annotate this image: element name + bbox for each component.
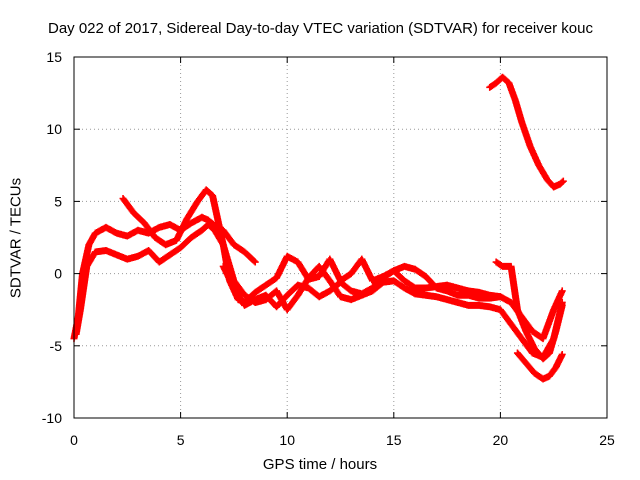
y-tick-label: -5: [50, 338, 63, 354]
x-axis-label: GPS time / hours: [262, 456, 378, 473]
marker-band: [513, 349, 566, 383]
y-tick-label: -10: [42, 410, 62, 426]
series-track-7: [513, 349, 566, 383]
x-tick-label: 25: [599, 432, 615, 448]
x-tick-label: 15: [386, 432, 402, 448]
axis-ticks: 0 5 10 15 20 25 -10 -5 0 5 10 15: [42, 49, 615, 448]
marker-band: [492, 258, 566, 363]
data-points: [70, 73, 567, 383]
plot-frame: [73, 56, 608, 419]
x-tick-label: 10: [279, 432, 295, 448]
y-axis-label: SDTVAR / TECUs: [7, 177, 25, 299]
x-tick-label: 20: [493, 432, 509, 448]
series-track-2: [72, 221, 270, 338]
y-tick-label: 15: [46, 49, 62, 65]
marker-band: [72, 221, 270, 338]
y-tick-label: 0: [54, 266, 62, 282]
x-tick-label: 0: [70, 432, 78, 448]
y-tick-label: 10: [46, 121, 62, 137]
series-track-8: [486, 73, 567, 191]
marker-band: [486, 73, 567, 191]
series-track-6: [492, 258, 566, 363]
chart-title: Day 022 of 2017, Sidereal Day-to-day VTE…: [48, 20, 593, 37]
y-tick-label: 5: [54, 193, 62, 209]
x-tick-label: 5: [177, 432, 185, 448]
